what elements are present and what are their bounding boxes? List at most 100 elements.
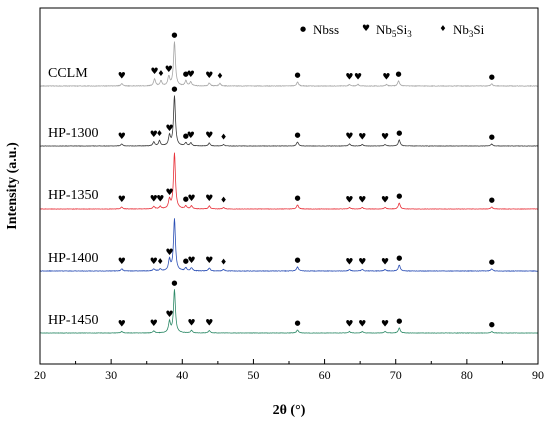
marker-nbss: ● xyxy=(489,196,495,204)
series-line-hp-1350 xyxy=(39,152,539,210)
legend-label-nb5si3: Nb5Si3 xyxy=(376,22,412,39)
marker-nbss: ● xyxy=(294,319,300,327)
marker-nbss: ● xyxy=(183,195,189,203)
series-label-hp-1350: HP-1350 xyxy=(48,188,99,203)
marker-nb5si3: ♥ xyxy=(165,248,173,258)
x-tick-label-20: 20 xyxy=(34,368,46,382)
marker-nb3si: ♦ xyxy=(157,69,164,78)
marker-nbss: ● xyxy=(171,279,177,287)
marker-nb5si3: ♥ xyxy=(345,73,353,83)
marker-nbss: ● xyxy=(396,129,402,137)
marker-nb5si3: ♥ xyxy=(345,132,353,142)
marker-nb5si3: ♥ xyxy=(118,132,126,142)
marker-nb5si3: ♥ xyxy=(381,133,389,143)
marker-nb5si3: ♥ xyxy=(118,320,126,330)
marker-nb5si3: ♥ xyxy=(381,258,389,268)
marker-nb5si3: ♥ xyxy=(150,130,158,140)
marker-nb5si3: ♥ xyxy=(358,133,366,143)
legend-symbol-nbss: ● xyxy=(300,25,306,33)
marker-nb3si: ♦ xyxy=(220,258,227,267)
marker-nb5si3: ♥ xyxy=(345,258,353,268)
marker-nb5si3: ♥ xyxy=(381,320,389,330)
legend-label-nb3si: Nb3Si xyxy=(453,22,485,39)
x-tick-label-30: 30 xyxy=(105,368,117,382)
marker-nbss: ● xyxy=(183,257,189,265)
marker-nbss: ● xyxy=(396,192,402,200)
legend: ● Nbss ♥ Nb5Si3 ♦ Nb3Si xyxy=(300,22,485,39)
marker-nb5si3: ♥ xyxy=(156,195,164,205)
marker-nb5si3: ♥ xyxy=(205,131,213,141)
marker-nb5si3: ♥ xyxy=(187,256,195,266)
series-line-cclm xyxy=(39,41,539,88)
legend-symbol-nb5si3: ♥ xyxy=(362,24,370,34)
marker-nb5si3: ♥ xyxy=(165,65,173,75)
x-tick-label-80: 80 xyxy=(461,368,473,382)
marker-nbss: ● xyxy=(396,70,402,78)
marker-nb5si3: ♥ xyxy=(205,71,213,81)
marker-nb5si3: ♥ xyxy=(150,195,158,205)
marker-nb5si3: ♥ xyxy=(165,124,173,134)
series-label-cclm: CCLM xyxy=(48,66,88,81)
marker-nb5si3: ♥ xyxy=(382,73,390,83)
series-label-hp-1450: HP-1450 xyxy=(48,313,99,328)
marker-nb5si3: ♥ xyxy=(187,319,195,329)
plot-frame xyxy=(39,7,539,365)
marker-nb3si: ♦ xyxy=(216,72,223,81)
marker-nb3si: ♦ xyxy=(220,196,227,205)
marker-nb5si3: ♥ xyxy=(187,194,195,204)
x-axis: 20 30 40 50 60 70 80 90 xyxy=(34,359,544,382)
marker-nb5si3: ♥ xyxy=(205,194,213,204)
marker-nbss: ● xyxy=(396,317,402,325)
x-tick-label-50: 50 xyxy=(247,368,259,382)
marker-nbss: ● xyxy=(294,194,300,202)
marker-nb3si: ♦ xyxy=(220,133,227,142)
marker-nb5si3: ♥ xyxy=(358,196,366,206)
marker-nb5si3: ♥ xyxy=(358,258,366,268)
y-axis-title: Intensity (a.u.) xyxy=(5,142,20,230)
marker-nbss: ● xyxy=(171,31,177,39)
x-axis-title: 2θ (°) xyxy=(273,403,306,418)
x-tick-label-70: 70 xyxy=(390,368,402,382)
series-label-hp-1400: HP-1400 xyxy=(48,251,99,266)
marker-layer: CCLM ♥ ♥♦ ♥●●♥ ♥ ♦ ● ♥ ♥ ♥ ● ●HP-1300 ♥ ♥♦ ♥●●♥ ♥ ♦ ● ♥ ♥ ♥ ●… xyxy=(48,31,495,330)
marker-nbss: ● xyxy=(294,131,300,139)
marker-nb5si3: ♥ xyxy=(187,131,195,141)
marker-nbss: ● xyxy=(489,321,495,329)
marker-nb5si3: ♥ xyxy=(205,319,213,329)
marker-nbss: ● xyxy=(489,133,495,141)
marker-nbss: ● xyxy=(171,85,177,93)
marker-nbss: ● xyxy=(183,132,189,140)
legend-symbol-nb3si: ♦ xyxy=(439,24,446,33)
marker-nbss: ● xyxy=(489,73,495,81)
marker-nb5si3: ♥ xyxy=(118,72,126,82)
marker-nb5si3: ♥ xyxy=(354,73,362,83)
marker-nb5si3: ♥ xyxy=(118,257,126,267)
marker-nb5si3: ♥ xyxy=(165,188,173,198)
marker-nbss: ● xyxy=(294,71,300,79)
marker-nb5si3: ♥ xyxy=(118,195,126,205)
marker-nbss: ● xyxy=(294,256,300,264)
marker-nbss: ● xyxy=(489,258,495,266)
legend-label-nbss: Nbss xyxy=(313,22,339,37)
series-line-hp-1400 xyxy=(39,218,539,272)
marker-nb5si3: ♥ xyxy=(165,310,173,320)
x-tick-label-60: 60 xyxy=(319,368,331,382)
marker-nb5si3: ♥ xyxy=(345,196,353,206)
series-line-hp-1300 xyxy=(39,95,539,147)
marker-nb5si3: ♥ xyxy=(358,320,366,330)
marker-nbss: ● xyxy=(183,70,189,78)
series-label-hp-1300: HP-1300 xyxy=(48,126,99,141)
marker-nb3si: ♦ xyxy=(157,257,164,266)
marker-nbss: ● xyxy=(396,254,402,262)
marker-nb5si3: ♥ xyxy=(151,67,159,77)
marker-nb5si3: ♥ xyxy=(205,256,213,266)
marker-nb5si3: ♥ xyxy=(150,257,158,267)
marker-nb3si: ♦ xyxy=(156,129,163,138)
marker-nb5si3: ♥ xyxy=(150,319,158,329)
marker-nb5si3: ♥ xyxy=(345,320,353,330)
series-line-hp-1450 xyxy=(39,289,539,334)
marker-nb5si3: ♥ xyxy=(381,196,389,206)
series-layer xyxy=(39,41,539,334)
marker-nb5si3: ♥ xyxy=(187,70,195,80)
